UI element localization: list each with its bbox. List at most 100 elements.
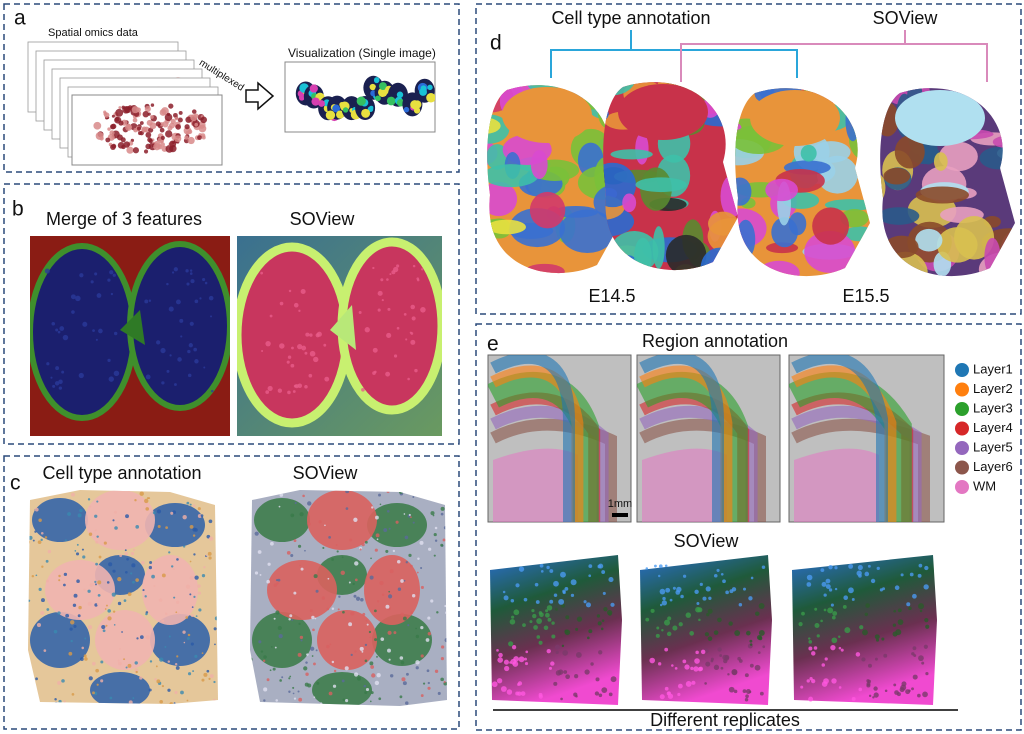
texture-dot (288, 289, 292, 293)
tissue-region (816, 88, 855, 89)
spot (554, 644, 560, 650)
texture-dot (313, 356, 319, 363)
cell-dot (167, 660, 171, 663)
region-blob (145, 503, 205, 547)
cell-dot (293, 697, 297, 700)
spot (738, 659, 743, 663)
texture-dot (315, 333, 320, 338)
spot (513, 609, 520, 616)
merge-image (30, 236, 230, 436)
layer-band (488, 372, 599, 522)
cell-dot (420, 566, 423, 570)
cell-dot (273, 617, 276, 620)
cluster-spot (413, 100, 422, 109)
cell-dot (311, 655, 314, 657)
spot (808, 646, 813, 651)
texture-dot (389, 273, 392, 276)
tissue-spot (93, 121, 102, 130)
cell-dot (192, 504, 196, 508)
cell-dot (349, 538, 353, 542)
cell-dot (113, 624, 116, 626)
texture-dot (387, 307, 391, 311)
cell-dot (260, 650, 264, 653)
cell-dot (71, 693, 75, 696)
cell-dot (101, 624, 106, 630)
spot (659, 603, 663, 607)
spot (874, 657, 878, 661)
cell-dot (106, 581, 110, 584)
spot (671, 664, 674, 667)
tissue-region (880, 173, 886, 202)
cluster-spot (298, 95, 305, 101)
cell-dot (427, 632, 432, 636)
cell-dot (197, 591, 202, 595)
spot (759, 691, 764, 696)
cell-dot (381, 593, 385, 597)
cell-dot (109, 696, 113, 700)
cell-dot (37, 540, 42, 545)
cell-dot (423, 682, 426, 685)
tissue-spot (201, 135, 206, 140)
spot (551, 634, 556, 639)
tissue-spot (125, 123, 132, 131)
cell-dot (399, 656, 404, 660)
cell-dot (290, 513, 295, 518)
spot (814, 622, 820, 628)
tissue-region (603, 162, 637, 208)
cell-dot (352, 582, 355, 586)
spot (925, 672, 929, 676)
cell-dot (368, 630, 372, 634)
cell-dot (400, 579, 404, 583)
soview-images (490, 555, 937, 705)
cell-dot (350, 611, 355, 616)
cell-dot (309, 609, 313, 613)
spot (749, 663, 754, 668)
texture-dot (261, 349, 264, 353)
cell-dot (81, 646, 85, 650)
cell-dot (203, 672, 208, 677)
cell-dot (95, 562, 98, 566)
tissue-region (700, 247, 738, 271)
spot (576, 616, 583, 622)
cell-dot (399, 695, 403, 699)
spot (531, 609, 535, 613)
spot (570, 579, 577, 586)
spot (511, 645, 517, 650)
cell-dot (443, 680, 446, 683)
cell-dot (288, 690, 291, 693)
spot (801, 611, 805, 616)
region-blob (372, 614, 432, 666)
cell-dot (78, 605, 82, 610)
cell-dot (187, 633, 191, 637)
region-blob (45, 560, 115, 620)
cell-dot (305, 661, 308, 664)
cell-dot (307, 501, 312, 506)
cell-dot (159, 657, 164, 662)
cell-dot (376, 673, 381, 678)
cell-dot (182, 630, 186, 634)
cell-dot (425, 494, 430, 499)
texture-dot (193, 347, 197, 352)
spot (675, 590, 681, 595)
spot (511, 615, 515, 619)
cell-dot (298, 697, 303, 702)
texture-dot (78, 372, 84, 379)
spot (700, 649, 706, 655)
cell-dot (161, 685, 165, 688)
spot (497, 657, 504, 663)
cell-dot (254, 571, 259, 575)
texture-dot (113, 331, 118, 336)
cell-dot (278, 633, 283, 639)
arrow (245, 81, 275, 111)
texture-dot (188, 343, 193, 348)
cell-dot (187, 672, 192, 676)
cell-dot (119, 648, 121, 650)
texture-dot (52, 384, 56, 388)
spot (694, 589, 699, 595)
spot (875, 638, 880, 642)
cell-dot (112, 519, 115, 522)
cell-dot (383, 528, 388, 532)
cell-dot (293, 591, 297, 595)
spot (650, 608, 655, 613)
